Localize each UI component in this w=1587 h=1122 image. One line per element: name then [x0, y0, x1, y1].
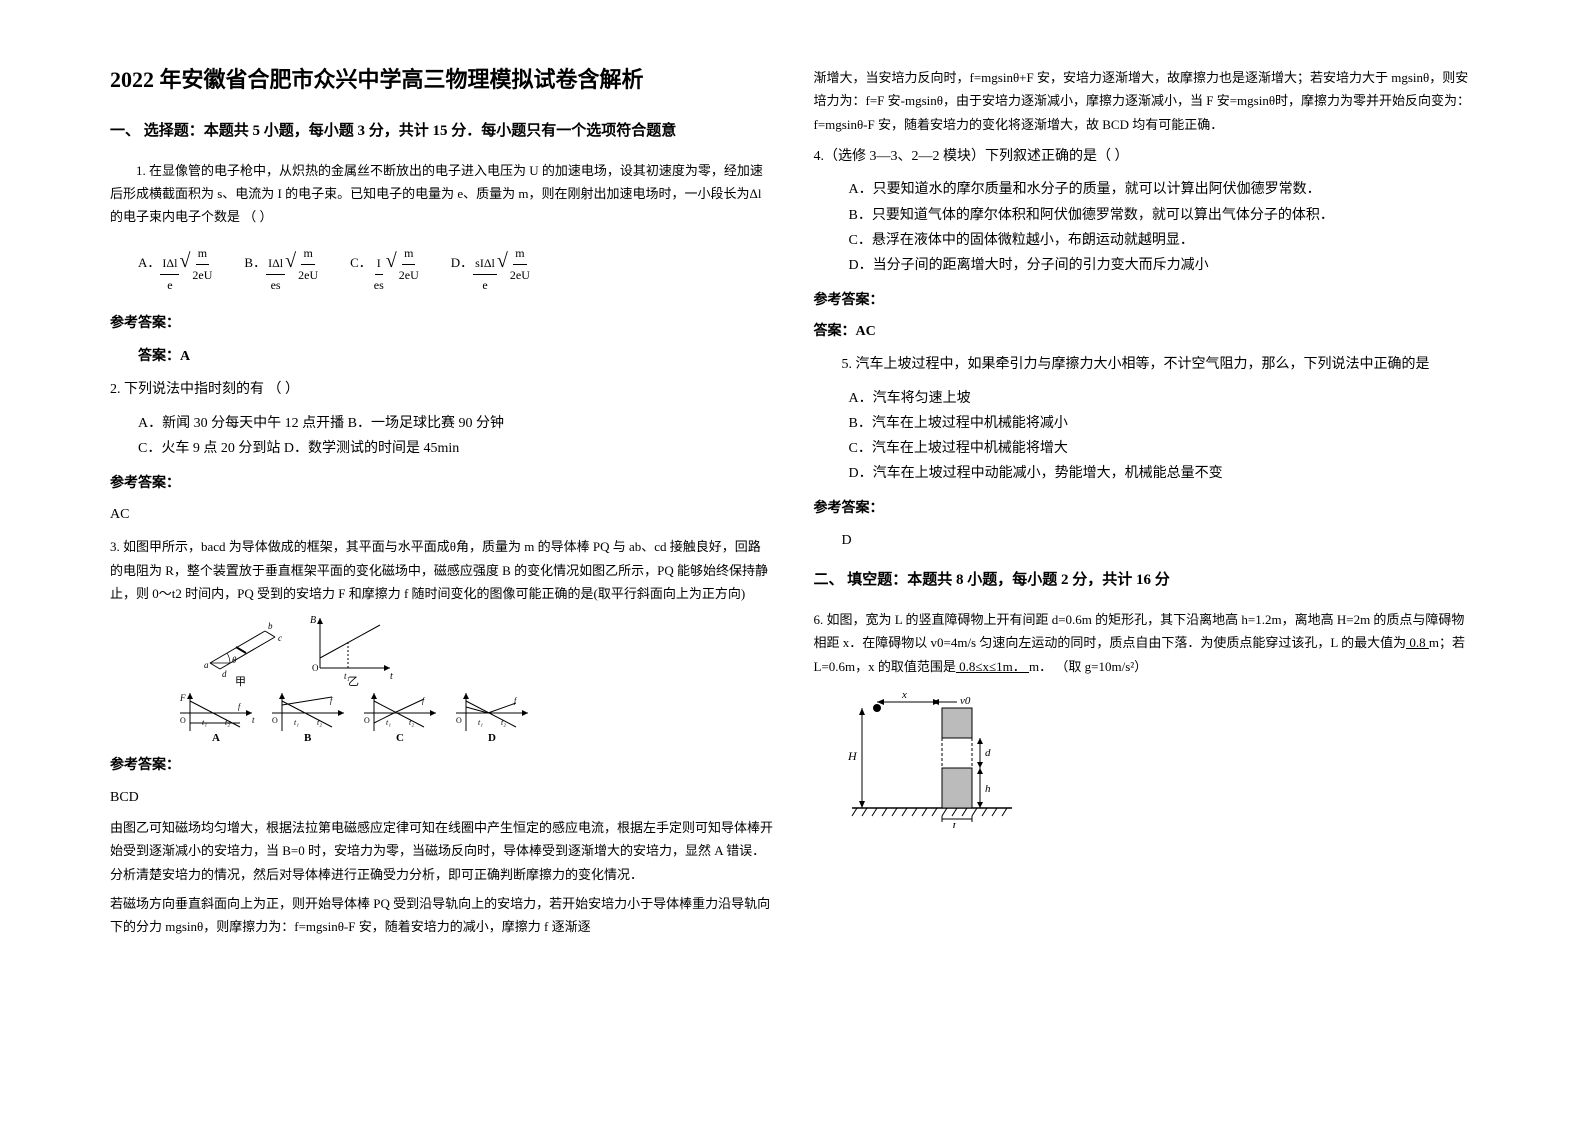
q2-line2: C．火车 9 点 20 分到站 D．数学测试的时间是 45min — [110, 436, 774, 461]
svg-text:t₂: t₂ — [317, 718, 322, 727]
svg-text:H: H — [847, 749, 858, 763]
svg-text:O: O — [364, 716, 370, 725]
q3-diagram: a b d c 甲 θ B t t₁ O 乙 — [180, 613, 774, 743]
svg-text:t: t — [390, 671, 393, 682]
svg-text:f: f — [514, 696, 518, 705]
svg-text:O: O — [272, 716, 278, 725]
section1-title: 一、 选择题：本题共 5 小题，每小题 3 分，共计 15 分．每小题只有一个选… — [110, 118, 774, 145]
svg-text:t: t — [252, 715, 255, 725]
q5-answer: D — [814, 528, 1478, 553]
q1-text: 1. 在显像管的电子枪中，从炽热的金属丝不断放出的电子进入电压为 U 的加速电场… — [110, 159, 774, 229]
col2-continuation: 渐增大，当安培力反向时，f=mgsinθ+F 安，安培力逐渐增大，故摩擦力也是逐… — [814, 66, 1478, 136]
q1-option-c: C． Ies √m2eU — [350, 243, 421, 297]
q4-answer: 答案：AC — [814, 319, 1478, 344]
q5-text: 5. 汽车上坡过程中，如果牵引力与摩擦力大小相等，不计空气阻力，那么，下列说法中… — [814, 352, 1478, 377]
svg-text:d: d — [985, 747, 991, 759]
svg-text:a: a — [204, 660, 209, 670]
svg-text:t₂: t₂ — [409, 718, 414, 727]
q6-text: 6. 如图，宽为 L 的竖直障碍物上开有间距 d=0.6m 的矩形孔，其下沿离地… — [814, 608, 1478, 678]
svg-text:O: O — [456, 716, 462, 725]
q4-optC: C．悬浮在液体中的固体微粒越小，布朗运动就越明显． — [849, 228, 1478, 253]
svg-text:t₁: t₁ — [478, 718, 483, 727]
svg-text:B: B — [310, 615, 316, 626]
svg-text:t₁: t₁ — [386, 718, 391, 727]
svg-text:D: D — [488, 732, 496, 743]
q4-optA: A．只要知道水的摩尔质量和水分子的质量，就可以计算出阿伏伽德罗常数． — [849, 177, 1478, 202]
svg-text:θ: θ — [232, 655, 237, 665]
q4-optD: D．当分子间的距离增大时，分子间的引力变大而斥力减小 — [849, 253, 1478, 278]
svg-text:O: O — [180, 716, 186, 725]
q1-options: A． IΔle √m2eU B． IΔles √m2eU C． Ies √m2e… — [138, 243, 774, 297]
svg-text:f: f — [330, 696, 334, 705]
svg-text:v0: v0 — [960, 695, 971, 707]
svg-text:t₂: t₂ — [225, 718, 230, 727]
q5-optC: C．汽车在上坡过程中机械能将增大 — [849, 436, 1478, 461]
q2-answer-header: 参考答案： — [110, 471, 774, 496]
q4-optB: B．只要知道气体的摩尔体积和阿伏伽德罗常数，就可以算出气体分子的体积． — [849, 203, 1478, 228]
svg-text:乙: 乙 — [348, 675, 359, 688]
section2-title: 二、 填空题：本题共 8 小题，每小题 2 分，共计 16 分 — [814, 567, 1478, 594]
q2-text: 2. 下列说法中指时刻的有 （ ） — [110, 377, 774, 402]
svg-text:c: c — [278, 633, 282, 643]
q1-option-b: B． IΔles √m2eU — [244, 243, 320, 297]
q1-answer: 答案：A — [110, 344, 774, 369]
q1-option-d: D． sIΔle √m2eU — [451, 243, 532, 297]
q3-text: 3. 如图甲所示，bacd 为导体做成的框架，其平面与水平面成θ角，质量为 m … — [110, 535, 774, 605]
svg-text:t₂: t₂ — [501, 718, 506, 727]
svg-text:F: F — [180, 693, 186, 703]
svg-text:O: O — [312, 663, 319, 673]
svg-text:C: C — [396, 732, 404, 743]
svg-text:t₁: t₁ — [294, 718, 299, 727]
left-column: 2022 年安徽省合肥市众兴中学高三物理模拟试卷含解析 一、 选择题：本题共 5… — [90, 60, 794, 1062]
svg-text:h: h — [985, 783, 991, 795]
svg-text:d: d — [222, 669, 227, 679]
q3-answer-header: 参考答案： — [110, 753, 774, 778]
q2-line1: A．新闻 30 分每天中午 12 点开播 B．一场足球比赛 90 分钟 — [110, 411, 774, 436]
right-column: 渐增大，当安培力反向时，f=mgsinθ+F 安，安培力逐渐增大，故摩擦力也是逐… — [794, 60, 1498, 1062]
q3-explain2: 若磁场方向垂直斜面向上为正，则开始导体棒 PQ 受到沿导轨向上的安培力，若开始安… — [110, 892, 774, 939]
q5-optD: D．汽车在上坡过程中动能减小，势能增大，机械能总量不变 — [849, 461, 1478, 486]
q4-text: 4.（选修 3—3、2—2 模块）下列叙述正确的是（ ） — [814, 144, 1478, 169]
q3-explain1: 由图乙可知磁场均匀增大，根据法拉第电磁感应定律可知在线圈中产生恒定的感应电流，根… — [110, 816, 774, 886]
q3-answer: BCD — [110, 785, 774, 810]
q1-answer-header: 参考答案： — [110, 311, 774, 336]
q5-answer-header: 参考答案： — [814, 496, 1478, 521]
svg-text:A: A — [212, 732, 220, 743]
svg-text:f: f — [422, 696, 426, 705]
q5-optA: A．汽车将匀速上坡 — [849, 386, 1478, 411]
q1-option-a: A． IΔle √m2eU — [138, 243, 214, 297]
svg-text:x: x — [901, 689, 907, 701]
svg-text:t₁: t₁ — [202, 718, 207, 727]
q4-answer-header: 参考答案： — [814, 288, 1478, 313]
svg-text:f: f — [238, 702, 242, 711]
q6-blank2: 0.8≤x≤1m． — [956, 659, 1029, 674]
page-title: 2022 年安徽省合肥市众兴中学高三物理模拟试卷含解析 — [110, 60, 774, 100]
q2-answer: AC — [110, 502, 774, 527]
svg-text:甲: 甲 — [235, 676, 246, 688]
svg-text:B: B — [304, 732, 312, 743]
svg-text:b: b — [268, 621, 273, 631]
q6-figure: v0 L x H d h — [842, 688, 1478, 837]
q6-blank1: 0.8 — [1406, 635, 1429, 650]
q5-optB: B．汽车在上坡过程中机械能将减小 — [849, 411, 1478, 436]
svg-text:L: L — [951, 821, 958, 828]
